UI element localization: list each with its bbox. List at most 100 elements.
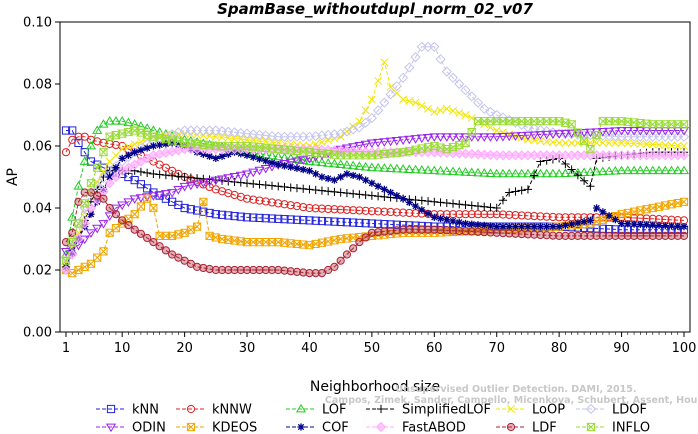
data-point-cof (112, 164, 120, 172)
data-point-simplifiedlof (455, 200, 464, 209)
data-point-ldf (242, 265, 252, 275)
data-point-loop (648, 140, 657, 149)
data-point-knn (286, 215, 295, 224)
data-point-lof (73, 181, 84, 190)
data-point-cof (636, 220, 644, 229)
legend-item-knnw: kNNW (176, 403, 252, 418)
legend-item-fastabod: FastABOD (366, 421, 466, 434)
data-point-lof (666, 165, 677, 175)
data-point-cof (655, 221, 663, 229)
data-point-lof (497, 168, 509, 178)
data-point-lof (454, 166, 465, 176)
data-point-cof (131, 148, 139, 156)
data-point-knnw (342, 205, 352, 214)
data-point-cof (418, 206, 426, 214)
data-point-odin (454, 133, 465, 142)
data-point-loop (492, 126, 501, 135)
data-point-knnw (349, 206, 358, 215)
data-point-cof (362, 176, 370, 184)
data-point-lof (485, 168, 496, 177)
data-point-cof (443, 216, 451, 224)
data-point-fastabod (678, 150, 690, 161)
data-point-ldf (580, 231, 589, 240)
data-point-ldf (586, 231, 595, 240)
data-point-loop (630, 139, 639, 148)
y-tick-label: 0.04 (23, 202, 52, 217)
data-point-lof (547, 168, 558, 178)
data-point-cof (461, 219, 470, 228)
data-point-cof (399, 195, 407, 203)
data-point-loop (667, 141, 676, 150)
data-point-simplifiedlof (280, 182, 289, 192)
data-point-odin (435, 133, 446, 142)
data-point-fastabod (60, 264, 72, 276)
data-point-loop (386, 83, 395, 92)
data-point-simplifiedlof (498, 196, 508, 205)
data-point-knn (143, 184, 152, 193)
data-point-odin (485, 133, 496, 142)
data-point-ldof (248, 129, 259, 140)
series-line-lof (65, 120, 684, 255)
data-point-odin (622, 127, 633, 136)
data-point-lof (373, 162, 384, 172)
data-point-cof (124, 151, 133, 159)
data-point-cof (224, 150, 232, 158)
data-point-ldof (466, 91, 477, 102)
x-tick-label: 1 (62, 341, 70, 356)
data-point-odin (185, 181, 196, 191)
data-point-odin (447, 133, 459, 142)
data-point-odin (254, 166, 265, 176)
legend-item-simplifiedlof: SimplifiedLOF (366, 403, 491, 418)
data-point-simplifiedlof (355, 190, 364, 199)
data-point-cof (324, 174, 332, 183)
data-point-knn (292, 215, 302, 224)
data-point-loop (449, 106, 457, 115)
data-point-simplifiedlof (155, 170, 164, 179)
data-point-ldof (354, 122, 365, 133)
data-point-cof (162, 140, 170, 148)
data-point-loop (655, 140, 663, 149)
data-point-knnw (93, 137, 102, 146)
data-point-lof (335, 159, 346, 168)
data-point-cof (574, 219, 582, 227)
data-point-loop (130, 140, 139, 149)
data-point-simplifiedlof (230, 177, 239, 187)
data-point-odin (123, 198, 134, 207)
data-point-lof (404, 164, 415, 173)
data-point-knn (199, 207, 208, 216)
data-point-lof (316, 157, 328, 167)
data-point-lof (429, 165, 440, 175)
data-point-ldf (492, 228, 501, 237)
data-point-lof (585, 167, 596, 176)
data-point-odin (616, 127, 627, 136)
data-point-loop (442, 104, 451, 113)
data-point-loop (536, 137, 545, 145)
data-point-knn (280, 215, 289, 224)
data-point-lof (341, 160, 352, 169)
legend-label-kdeos: KDEOS (212, 421, 257, 434)
data-point-odin (366, 139, 377, 149)
data-point-odin (85, 229, 97, 238)
data-point-lof (641, 165, 652, 175)
data-point-loop (680, 142, 688, 150)
data-point-knn (386, 220, 395, 229)
x-tick-label: 100 (672, 341, 697, 356)
data-point-knn (330, 217, 339, 226)
data-point-simplifiedlof (492, 203, 501, 213)
data-point-cof (405, 198, 413, 207)
data-point-cof (480, 221, 488, 229)
data-point-cof (137, 146, 145, 154)
data-point-ldf (161, 246, 170, 255)
data-point-fastabod (98, 186, 109, 197)
axes: 0.00 0.02 0.04 0.06 0.08 0.10 1 10 20 30 40 50 60 70 8… (23, 16, 696, 357)
data-point-cof (387, 188, 395, 197)
data-point-lof (79, 156, 90, 165)
data-point-odin (160, 190, 171, 199)
data-point-simplifiedlof (311, 185, 320, 195)
data-point-lof (635, 165, 646, 175)
data-point-knn (274, 214, 283, 223)
data-point-cof (593, 204, 601, 212)
data-point-lof (479, 168, 490, 177)
data-point-cof (430, 213, 438, 221)
data-point-simplifiedlof (336, 188, 345, 197)
